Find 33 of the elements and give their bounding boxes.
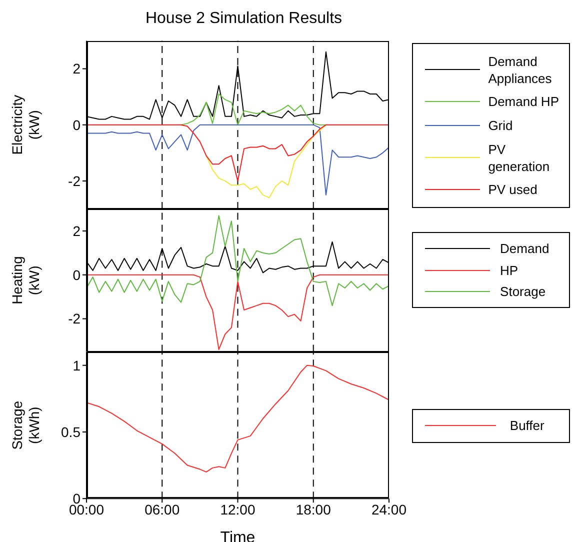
line-series	[86, 215, 389, 306]
legend-label: Demand HP	[488, 93, 560, 110]
legend-label: PV generation	[488, 140, 551, 175]
y-axis-title: Storage (kWh)	[9, 400, 42, 450]
legend-label: Grid	[488, 116, 514, 134]
x-tick-label: 18:00	[296, 501, 332, 518]
legend-label: Demand Appliances	[488, 52, 553, 87]
y-tick-label: -2	[68, 310, 81, 327]
x-tick-label: 06:00	[144, 501, 180, 518]
text: HP	[500, 262, 520, 278]
line-series	[86, 274, 389, 350]
y-tick-label: 0	[72, 116, 81, 133]
x-tick-label: 12:00	[220, 501, 256, 518]
text: Demand	[500, 240, 550, 257]
y-tick-label: 2	[72, 60, 81, 77]
text: Buffer	[510, 417, 546, 434]
y-tick-label: -2	[68, 172, 81, 189]
chart-title: House 2 Simulation Results	[144, 10, 344, 28]
y-tick-label: 0.5	[61, 424, 81, 440]
line-series	[86, 124, 389, 196]
text: Storage	[500, 283, 547, 300]
y-tick-label: 2	[72, 222, 81, 239]
legend-label: PV used	[488, 181, 538, 198]
line-series	[86, 124, 389, 182]
line-series	[180, 93, 326, 126]
y-axis-title: Heating (kW)	[9, 256, 42, 304]
x-axis-title: Time	[220, 528, 256, 542]
y-tick-label: 1	[72, 356, 81, 373]
line-series	[206, 124, 326, 198]
x-tick-label: 24:00	[371, 501, 407, 518]
y-tick-label: 0	[72, 266, 81, 283]
y-axis-title: Electricity (kW)	[9, 94, 42, 155]
line-series	[86, 364, 389, 472]
